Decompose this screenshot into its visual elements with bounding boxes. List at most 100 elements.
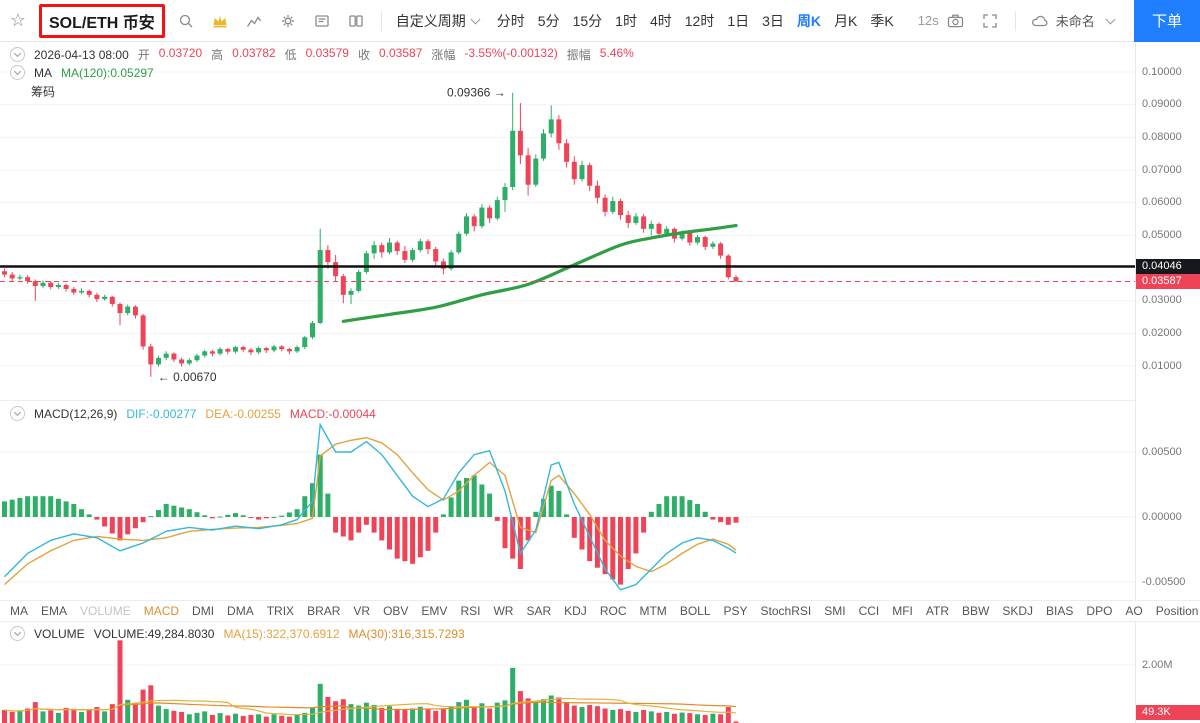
indicator-tab-kdj[interactable]: KDJ	[564, 604, 587, 618]
candle-datetime: 2026-04-13 08:00	[34, 47, 129, 62]
indicator-tab-bias[interactable]: BIAS	[1046, 604, 1074, 618]
chevron-down-icon	[470, 14, 481, 24]
chart-style-icon[interactable]	[242, 9, 266, 33]
interval-周K[interactable]: 周K	[796, 12, 822, 29]
volume-canvas[interactable]	[0, 622, 1136, 723]
price-tick: 0.06000	[1142, 196, 1182, 209]
indicator-tab-volume[interactable]: VOLUME	[80, 604, 131, 618]
macd-dif-value: DIF:-0.00277	[126, 406, 197, 421]
symbol-title-annotated[interactable]: SOL/ETH 币安	[39, 3, 165, 38]
ohlc-value: 0.03579	[305, 46, 349, 60]
ohlc-label: 开	[137, 48, 150, 62]
indicator-tab-ao[interactable]: AO	[1125, 604, 1143, 618]
price-tick: 2.00M	[1142, 658, 1173, 671]
indicator-tab-obv[interactable]: OBV	[383, 604, 409, 618]
order-button[interactable]: 下单	[1134, 0, 1200, 42]
indicator-tab-smi[interactable]: SMI	[824, 604, 846, 618]
ma120-value: MA(120):0.05297	[61, 65, 154, 80]
toolbar-divider	[380, 10, 382, 31]
custom-period-label: 自定义周期	[395, 12, 466, 29]
layout-grid-icon[interactable]	[344, 9, 368, 33]
interval-5分[interactable]: 5分	[537, 12, 560, 29]
countdown-timer: 12s	[917, 13, 939, 28]
indicator-tab-cci[interactable]: CCI	[858, 604, 880, 618]
panel-divider	[0, 400, 1200, 401]
volume-info-bar: VOLUME VOLUME:49,284.8030 MA(15):322,370…	[10, 626, 465, 641]
camera-icon[interactable]	[944, 9, 968, 33]
collapse-chevron-icon[interactable]	[10, 626, 25, 641]
indicator-tab-macd[interactable]: MACD	[143, 604, 180, 618]
interval-group: 分时 5分 15分 1时 4时 12时 1日 3日 周K 月K 季K	[497, 11, 894, 31]
cloud-save-dropdown[interactable]: 未命名	[1030, 11, 1116, 30]
indicator-tab-psy[interactable]: PSY	[723, 604, 748, 618]
indicator-tab-dma[interactable]: DMA	[227, 604, 254, 618]
settings-gear-icon[interactable]	[276, 9, 300, 33]
favorite-star-icon[interactable]: ☆	[9, 10, 27, 30]
last-price-label: 0.03587	[1136, 274, 1200, 289]
volume-ma15-value: MA(15):322,370.6912	[223, 626, 340, 641]
interval-1时[interactable]: 1时	[615, 12, 637, 29]
indicator-tab-dmi[interactable]: DMI	[192, 604, 215, 618]
collapse-chevron-icon[interactable]	[10, 47, 25, 62]
indicator-tab-ma[interactable]: MA	[10, 604, 28, 618]
collapse-chevron-icon[interactable]	[10, 65, 25, 80]
indicator-tab-emv[interactable]: EMV	[421, 604, 448, 618]
ma-indicator-title: MA	[34, 65, 52, 80]
indicator-tab-atr[interactable]: ATR	[925, 604, 950, 618]
indicator-tab-skdj[interactable]: SKDJ	[1002, 604, 1034, 618]
price-tick: 0.08000	[1142, 130, 1182, 143]
indicator-tab-bbw[interactable]: BBW	[962, 604, 990, 618]
custom-period-dropdown[interactable]: 自定义周期	[395, 11, 481, 31]
interval-1日[interactable]: 1日	[727, 12, 750, 29]
volume-indicator-title: VOLUME	[34, 626, 85, 641]
toolbar-divider	[1014, 10, 1016, 31]
indicator-tab-mfi[interactable]: MFI	[892, 604, 913, 618]
indicator-tab-brar[interactable]: BRAR	[307, 604, 341, 618]
chevron-down-icon	[1105, 14, 1116, 24]
macd-canvas[interactable]	[0, 400, 1136, 600]
ohlc-value: 0.03587	[378, 46, 423, 60]
interval-4时[interactable]: 4时	[649, 12, 672, 29]
chips-toggle[interactable]: 筹码	[31, 85, 56, 99]
price-tick: 0.00000	[1142, 510, 1182, 523]
interval-月K[interactable]: 月K	[834, 12, 858, 29]
cloud-layout-name: 未命名	[1055, 14, 1095, 29]
ohlc-value: 0.03720	[158, 46, 203, 60]
interval-3日[interactable]: 3日	[762, 12, 784, 29]
indicator-tab-vr[interactable]: VR	[353, 604, 371, 618]
ohlc-label: 振幅	[566, 48, 591, 62]
indicator-tab-boll[interactable]: BOLL	[679, 604, 711, 618]
indicator-tab-ema[interactable]: EMA	[41, 604, 68, 618]
main-chart-canvas[interactable]: 0.09366 → ← 0.00670	[0, 42, 1136, 400]
interval-季K[interactable]: 季K	[870, 12, 894, 29]
interval-12时[interactable]: 12时	[684, 12, 715, 29]
interval-15分[interactable]: 15分	[572, 12, 603, 29]
price-tick: 0.05000	[1142, 228, 1182, 241]
interval-分时[interactable]: 分时	[496, 12, 525, 29]
indicator-tab-roc[interactable]: ROC	[599, 604, 627, 618]
ohlc-label: 高	[211, 48, 224, 62]
ohlc-label: 涨幅	[431, 48, 456, 62]
price-tick: 0.07000	[1142, 163, 1182, 176]
indicator-tab-rsi[interactable]: RSI	[460, 604, 481, 618]
symbol-text: SOL/ETH 币安	[49, 14, 155, 32]
fullscreen-icon[interactable]	[978, 9, 1002, 33]
indicator-tab-stochrsi[interactable]: StochRSI	[760, 604, 812, 618]
indicator-tab-wr[interactable]: WR	[493, 604, 514, 618]
search-icon[interactable]	[174, 9, 198, 33]
drawn-line-price-label: 0.04046	[1136, 259, 1200, 275]
indicator-tab-mtm[interactable]: MTM	[639, 604, 667, 618]
collapse-chevron-icon[interactable]	[10, 406, 25, 421]
svg-text:← 0.00670: ← 0.00670	[158, 370, 217, 384]
price-tick: 0.00500	[1142, 445, 1182, 458]
price-tick: 0.03000	[1142, 294, 1182, 307]
indicator-panel-icon[interactable]	[310, 9, 334, 33]
indicator-tab-trix[interactable]: TRIX	[266, 604, 295, 618]
cloud-icon	[1031, 15, 1048, 26]
crown-icon[interactable]	[208, 9, 232, 33]
indicator-tab-sar[interactable]: SAR	[526, 604, 552, 618]
indicator-tab-dpo[interactable]: DPO	[1086, 604, 1113, 618]
ma-info-bar: MA MA(120):0.05297	[10, 65, 154, 80]
indicator-tab-position[interactable]: Position	[1155, 604, 1199, 618]
